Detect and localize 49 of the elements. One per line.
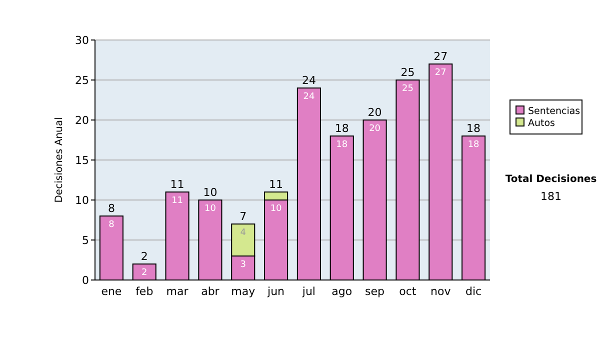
x-tick-label: feb: [136, 285, 154, 298]
x-tick-label: ago: [332, 285, 352, 298]
total-label: 11: [269, 178, 284, 191]
data-label: 10: [204, 204, 216, 214]
x-tick-label: mar: [166, 285, 189, 298]
total-label: 24: [302, 74, 316, 87]
y-tick-label: 5: [82, 234, 89, 247]
total-label: 27: [434, 50, 448, 63]
y-tick-label: 20: [75, 114, 89, 127]
total-label: 7: [240, 210, 247, 223]
data-label: 18: [336, 140, 348, 150]
data-label: 10: [270, 204, 282, 214]
total-label: 2: [140, 250, 148, 263]
data-label: 11: [172, 196, 184, 206]
data-label: 20: [369, 124, 381, 134]
text: Total Decisiones: [505, 174, 597, 185]
x-tick-label: sep: [365, 285, 385, 298]
total-label: 10: [203, 186, 218, 199]
x-tick-label: dic: [465, 285, 482, 298]
total-label: 11: [170, 178, 184, 191]
data-label: 3: [240, 260, 246, 270]
total-label: 8: [108, 202, 115, 215]
x-tick-label: nov: [430, 285, 452, 298]
x-tick-label: oct: [399, 285, 417, 298]
data-label: 2: [142, 268, 148, 278]
data-label: 27: [434, 68, 446, 78]
x-tick-label: may: [231, 285, 256, 298]
total-label: 25: [400, 66, 415, 79]
x-tick-label: ene: [101, 285, 122, 298]
total-label: 18: [334, 122, 349, 135]
y-tick-label: 0: [82, 274, 89, 287]
legend-label: Autos: [528, 118, 556, 129]
data-label: 24: [303, 92, 315, 102]
total-label: 18: [466, 122, 481, 135]
data-label: 18: [468, 140, 480, 150]
x-tick-label: jul: [301, 285, 316, 298]
y-tick-label: 15: [75, 154, 89, 167]
y-axis-title: Decisiones Anual: [54, 117, 65, 203]
x-tick-label: abr: [201, 285, 220, 298]
data-label: 25: [402, 84, 414, 94]
y-tick-label: 10: [75, 194, 89, 207]
data-label: 4: [240, 228, 246, 238]
y-tick-label: 25: [75, 74, 89, 87]
text: 181: [540, 190, 562, 203]
data-label: 8: [108, 220, 115, 230]
legend-label: Sentencias: [528, 106, 580, 117]
y-tick-label: 30: [75, 34, 89, 47]
x-tick-label: jun: [266, 285, 285, 298]
total-label: 20: [368, 106, 382, 119]
